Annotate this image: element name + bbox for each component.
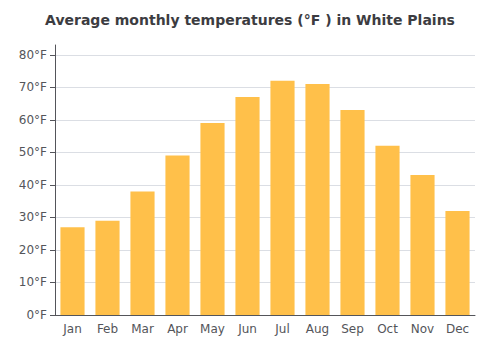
svg-text:30°F: 30°F [19, 210, 47, 224]
svg-text:60°F: 60°F [19, 113, 47, 127]
svg-text:Aug: Aug [306, 322, 329, 336]
svg-text:40°F: 40°F [19, 178, 47, 192]
svg-text:70°F: 70°F [19, 80, 47, 94]
svg-text:Oct: Oct [377, 322, 398, 336]
svg-text:Apr: Apr [167, 322, 188, 336]
svg-text:Average monthly temperatures (: Average monthly temperatures (°F ) in Wh… [45, 12, 455, 28]
svg-text:Jun: Jun [237, 322, 257, 336]
svg-text:Jul: Jul [274, 322, 289, 336]
svg-text:0°F: 0°F [26, 308, 47, 322]
svg-text:Jan: Jan [62, 322, 82, 336]
svg-text:50°F: 50°F [19, 145, 47, 159]
svg-text:Dec: Dec [446, 322, 469, 336]
svg-text:May: May [200, 322, 225, 336]
svg-text:20°F: 20°F [19, 243, 47, 257]
svg-text:Mar: Mar [131, 322, 154, 336]
svg-text:80°F: 80°F [19, 48, 47, 62]
svg-text:Feb: Feb [97, 322, 118, 336]
svg-text:Sep: Sep [341, 322, 364, 336]
svg-text:Nov: Nov [411, 322, 434, 336]
svg-text:10°F: 10°F [19, 275, 47, 289]
